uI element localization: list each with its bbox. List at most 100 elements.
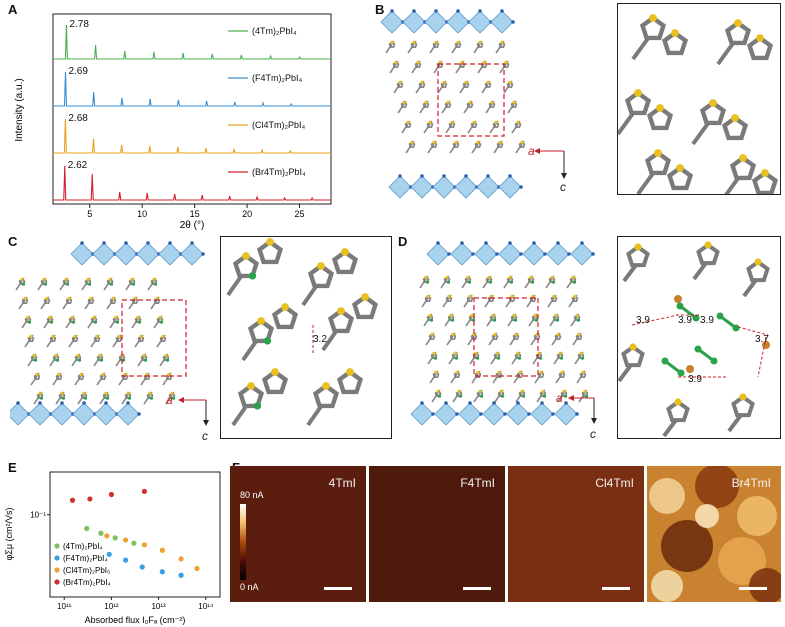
thiophene-ring [307, 263, 335, 289]
iodine-atom [527, 412, 531, 416]
axis-indicator-b: a c [528, 144, 567, 193]
iodine-atom [431, 412, 435, 416]
sulfur-atom [20, 277, 24, 281]
halogen-atom [43, 282, 48, 286]
zoom-view-c: 3.2 [220, 236, 392, 439]
green-atom [694, 345, 702, 353]
thiophene-ring [498, 41, 506, 48]
thiophene-ring [751, 170, 779, 194]
sulfur-atom [516, 120, 520, 124]
pbi6-octahedron [92, 242, 116, 266]
iodine-atom [511, 20, 515, 24]
sulfur-atom [704, 241, 712, 249]
thiophene-ring [746, 259, 770, 283]
sulfur-atom [420, 80, 424, 84]
mobility-point [178, 572, 184, 578]
thiophene-ring [496, 141, 504, 148]
sulfur-atom [32, 353, 36, 357]
iodine-atom [420, 174, 424, 178]
afm-grain [695, 466, 739, 508]
sulfur-atom [739, 393, 747, 401]
thiophene-ring [99, 373, 107, 380]
sulfur-atom [754, 258, 762, 266]
bromine-atom [674, 295, 682, 303]
iodine-atom [508, 174, 512, 178]
thiophene-ring [518, 141, 526, 148]
thiophene-ring [666, 165, 694, 191]
unit-cell-box [121, 299, 187, 377]
pbi6-octahedron [530, 402, 554, 426]
colorbar-min-label: 0 nA [240, 582, 259, 592]
halogen-atom [496, 356, 501, 360]
mobility-legend-label: (Br4Tm)₂PbI₄ [63, 578, 111, 587]
mobility-point [159, 547, 165, 553]
thiophene-ring [454, 41, 462, 48]
thiophene-ring [470, 121, 478, 128]
crystal-structure-d [410, 241, 595, 426]
mobility-ylabel: φΣμ (cm²/Vs) [4, 507, 14, 560]
mobility-chart: 10¹¹ 10¹² 10¹³ 10¹⁴ 10⁻¹ (4Tm)₂PbI₄ (F4Tm)₂Pb… [4, 471, 221, 625]
sulfur-atom [428, 313, 432, 317]
thiophene-ring [721, 115, 749, 141]
sulfur-atom [514, 332, 518, 336]
halogen-atom [580, 356, 585, 360]
thiophene-ring [644, 150, 672, 176]
sulfur-atom [676, 164, 684, 172]
pbi6-octahedron [554, 402, 578, 426]
iodine-atom [468, 401, 472, 405]
mobility-legend-label: (F4Tm)₂PbI₄ [63, 554, 108, 563]
iodine-atom [190, 241, 194, 245]
halogen-atom [99, 358, 104, 362]
halogen-atom [425, 280, 430, 284]
sulfur-atom [498, 140, 502, 144]
distance-label-d2: 3.9 [678, 315, 692, 326]
sulfur-atom [491, 313, 495, 317]
alkyl-chain [727, 413, 743, 433]
halogen-atom [83, 396, 88, 400]
sulfur-atom [486, 80, 490, 84]
afm-map-4tmi: 4TmI 80 nA 0 nA [230, 466, 366, 602]
mobility-legend-swatch [54, 579, 60, 585]
panel-label-e: E [8, 460, 17, 475]
halogen-atom [93, 320, 98, 324]
sulfur-atom [472, 120, 476, 124]
sulfur-atom [57, 372, 61, 376]
thiophene-ring [404, 121, 412, 128]
crystal-structure-c [10, 241, 205, 426]
iodine-atom [390, 9, 394, 13]
sulfur-atom [148, 391, 152, 395]
iodine-atom [580, 241, 584, 245]
thiophene-ring [65, 297, 73, 304]
sulfur-atom [556, 332, 560, 336]
sulfur-atom [504, 60, 508, 64]
iodine-atom [508, 241, 512, 245]
pbi6-octahedron [180, 242, 204, 266]
xrd-series-line [53, 71, 331, 107]
thiophene-ring [237, 383, 265, 409]
sulfur-atom [70, 315, 74, 319]
sulfur-atom [271, 368, 279, 376]
sulfur-atom [402, 100, 406, 104]
thiophene-ring [312, 383, 340, 409]
sulfur-atom [394, 60, 398, 64]
pbi6-octahedron [434, 402, 458, 426]
thiophene-ring [579, 371, 587, 378]
axis-indicator-d: a c [556, 391, 597, 441]
sulfur-atom [446, 100, 450, 104]
sulfur-atom [64, 277, 68, 281]
halogen-atom [517, 356, 522, 360]
sulfur-atom [634, 243, 642, 251]
pbi6-octahedron [446, 10, 470, 34]
afm-label-br4tmi: Br4TmI [731, 476, 771, 490]
halogen-atom [121, 358, 126, 362]
halogen-atom [87, 282, 92, 286]
mobility-point [159, 569, 165, 575]
sulfur-atom [560, 370, 564, 374]
mobility-point [104, 533, 110, 539]
sulfur-atom [247, 382, 255, 390]
sulfur-atom [674, 398, 682, 406]
thiophene-ring [71, 335, 79, 342]
sulfur-atom [42, 277, 46, 281]
thiophene-ring [533, 333, 541, 340]
sulfur-atom [464, 80, 468, 84]
